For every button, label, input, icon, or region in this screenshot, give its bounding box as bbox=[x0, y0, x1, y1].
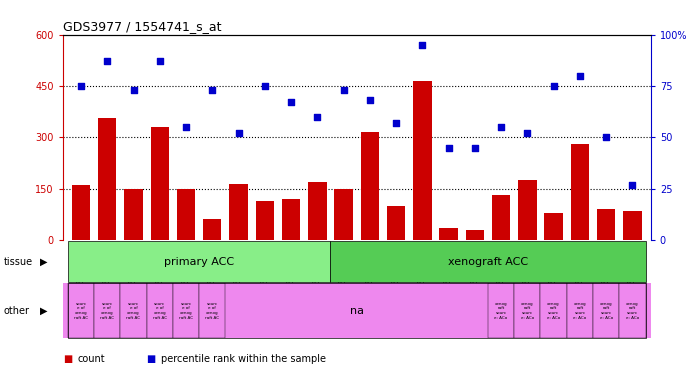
Point bbox=[180, 124, 191, 130]
Point bbox=[417, 42, 428, 48]
Point bbox=[627, 182, 638, 188]
Text: sourc
e of
xenog
raft AC: sourc e of xenog raft AC bbox=[100, 302, 114, 319]
Text: ■: ■ bbox=[146, 354, 155, 364]
Text: percentile rank within the sample: percentile rank within the sample bbox=[161, 354, 326, 364]
Text: xenog
raft
sourc
e: ACo: xenog raft sourc e: ACo bbox=[626, 302, 639, 319]
Point bbox=[338, 87, 349, 93]
Bar bbox=[199, 283, 226, 338]
Bar bbox=[308, 182, 326, 240]
Point bbox=[128, 87, 139, 93]
Point bbox=[233, 130, 244, 136]
Point bbox=[522, 130, 533, 136]
Point bbox=[285, 99, 296, 106]
Bar bbox=[623, 211, 642, 240]
Bar bbox=[120, 283, 147, 338]
Text: xenograft ACC: xenograft ACC bbox=[448, 257, 528, 267]
Text: xenog
raft
sourc
e: ACo: xenog raft sourc e: ACo bbox=[521, 302, 534, 319]
Text: na: na bbox=[349, 306, 364, 316]
Bar bbox=[68, 283, 94, 338]
Point bbox=[601, 134, 612, 141]
Text: xenog
raft
sourc
e: ACo: xenog raft sourc e: ACo bbox=[599, 302, 612, 319]
Bar bbox=[125, 189, 143, 240]
Point bbox=[75, 83, 86, 89]
Bar bbox=[72, 185, 90, 240]
Text: sourc
e of
xenog
raft AC: sourc e of xenog raft AC bbox=[74, 302, 88, 319]
Bar bbox=[230, 184, 248, 240]
Bar bbox=[571, 144, 589, 240]
Text: GDS3977 / 1554741_s_at: GDS3977 / 1554741_s_at bbox=[63, 20, 221, 33]
Point bbox=[443, 144, 454, 151]
Bar bbox=[147, 283, 173, 338]
Bar bbox=[492, 195, 510, 240]
Point bbox=[102, 58, 113, 65]
Text: primary ACC: primary ACC bbox=[164, 257, 235, 267]
Bar bbox=[334, 189, 353, 240]
Text: xenog
raft
sourc
e: ACo: xenog raft sourc e: ACo bbox=[494, 302, 507, 319]
Bar bbox=[331, 241, 645, 282]
Bar bbox=[593, 283, 619, 338]
Bar bbox=[282, 199, 300, 240]
Bar bbox=[541, 283, 567, 338]
Bar bbox=[98, 118, 116, 240]
Bar bbox=[177, 189, 196, 240]
Bar bbox=[387, 206, 405, 240]
Bar bbox=[514, 283, 541, 338]
Text: ▶: ▶ bbox=[40, 257, 48, 267]
Point bbox=[207, 87, 218, 93]
Text: xenog
raft
sourc
e: ACo: xenog raft sourc e: ACo bbox=[547, 302, 560, 319]
Bar bbox=[544, 213, 563, 240]
Point bbox=[496, 124, 507, 130]
Point bbox=[155, 58, 166, 65]
Text: sourc
e of
xenog
raft AC: sourc e of xenog raft AC bbox=[127, 302, 141, 319]
Text: ▶: ▶ bbox=[40, 306, 48, 316]
Text: xenog
raft
sourc
e: ACo: xenog raft sourc e: ACo bbox=[574, 302, 587, 319]
Bar bbox=[413, 81, 432, 240]
Point bbox=[390, 120, 402, 126]
Bar bbox=[68, 241, 331, 282]
Bar bbox=[597, 209, 615, 240]
Bar bbox=[255, 200, 274, 240]
Bar bbox=[439, 228, 458, 240]
Point bbox=[259, 83, 270, 89]
Point bbox=[312, 114, 323, 120]
Bar bbox=[150, 127, 169, 240]
Text: tissue: tissue bbox=[3, 257, 33, 267]
Bar bbox=[518, 180, 537, 240]
Bar bbox=[173, 283, 199, 338]
Text: sourc
e of
xenog
raft AC: sourc e of xenog raft AC bbox=[152, 302, 167, 319]
Text: ■: ■ bbox=[63, 354, 72, 364]
Bar bbox=[361, 132, 379, 240]
Bar bbox=[203, 220, 221, 240]
Bar bbox=[619, 283, 645, 338]
Point bbox=[364, 97, 375, 103]
Text: sourc
e of
xenog
raft AC: sourc e of xenog raft AC bbox=[179, 302, 193, 319]
Text: count: count bbox=[78, 354, 106, 364]
Point bbox=[548, 83, 559, 89]
Point bbox=[574, 73, 585, 79]
Text: sourc
e of
xenog
raft AC: sourc e of xenog raft AC bbox=[205, 302, 219, 319]
Bar bbox=[466, 230, 484, 240]
Text: other: other bbox=[3, 306, 29, 316]
Bar bbox=[488, 283, 514, 338]
Bar bbox=[567, 283, 593, 338]
Bar bbox=[94, 283, 120, 338]
Point bbox=[469, 144, 480, 151]
